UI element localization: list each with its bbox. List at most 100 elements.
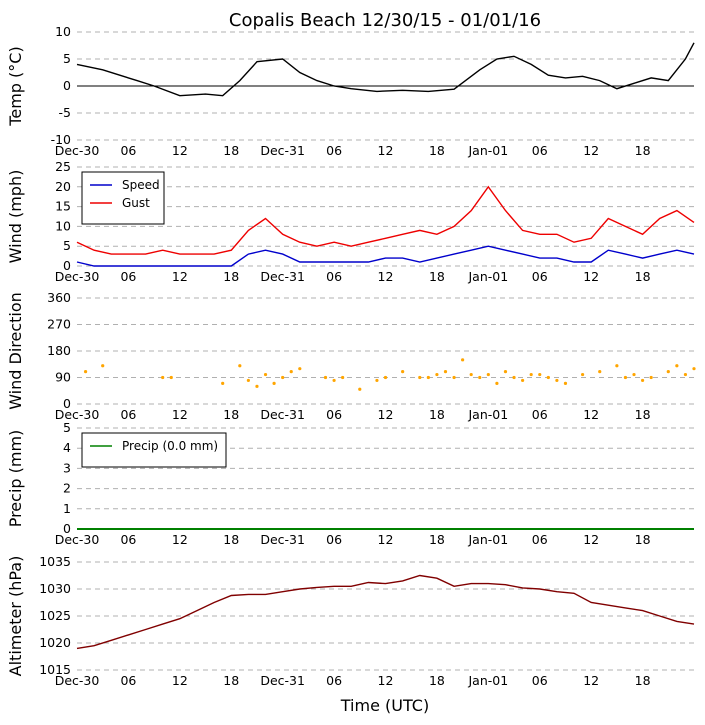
altimeter-xtick-label: 06 (120, 673, 136, 688)
altimeter-xtick-label: 12 (378, 673, 394, 688)
direction-point (692, 367, 696, 371)
direction-point (263, 372, 268, 377)
altimeter-ytick-label: 1035 (39, 554, 71, 569)
temp-series-line (76, 42, 695, 97)
temp-xtick-label: 18 (635, 143, 651, 158)
precip-xtick-label: 12 (172, 532, 188, 547)
chart-title: Copalis Beach 12/30/15 - 01/01/16 (229, 10, 541, 31)
direction-point (469, 372, 473, 377)
precip-xtick-label: 18 (429, 532, 445, 547)
direction-point (161, 375, 165, 380)
altimeter-xtick-label: Dec-31 (260, 673, 305, 688)
x-axis-label: Time (UTC) (340, 696, 429, 715)
temp-xtick-label: 06 (532, 143, 548, 158)
direction-xtick-label: 06 (532, 407, 548, 422)
direction-point (272, 381, 276, 385)
direction-point (666, 370, 670, 374)
temp-xtick-label: Jan-01 (467, 143, 508, 158)
temp-xtick-label: 12 (378, 143, 394, 158)
altimeter-xtick-label: Jan-01 (467, 673, 508, 688)
altimeter-series-line (76, 574, 695, 650)
direction-xtick-label: 06 (326, 407, 342, 422)
direction-point (435, 372, 439, 377)
direction-point (486, 372, 490, 377)
direction-ylabel: Wind Direction (6, 292, 25, 410)
temp-ylabel: Temp (°C) (6, 46, 25, 126)
temp-xtick-label: Dec-31 (260, 143, 305, 158)
direction-xtick-label: Dec-30 (55, 407, 100, 422)
altimeter-xtick-label: 06 (532, 673, 548, 688)
temp-xtick-label: 18 (429, 143, 445, 158)
direction-xtick-label: 18 (223, 407, 239, 422)
direction-point (555, 378, 559, 383)
temp-xtick-label: Dec-30 (55, 143, 100, 158)
direction-point (512, 375, 516, 380)
direction-xtick-label: 12 (583, 407, 599, 422)
direction-xtick-label: 06 (120, 407, 136, 422)
direction-point (289, 370, 293, 374)
direction-panel: 0 90 180 270 360 Dec-30 06 12 18 Dec-31 06 12 18 Jan-… (6, 290, 696, 422)
direction-point (478, 375, 482, 380)
wind-xtick-label: Dec-31 (260, 269, 305, 284)
precip-xtick-label: Dec-31 (260, 532, 305, 547)
direction-point (101, 364, 105, 368)
direction-point (580, 372, 585, 377)
wind-ytick-label: 0 (63, 258, 71, 273)
precip-ytick-label: 4 (63, 440, 71, 455)
wind-xtick-label: 18 (635, 269, 651, 284)
precip-xtick-label: 12 (583, 532, 599, 547)
direction-point (640, 378, 645, 383)
precip-xtick-label: 06 (120, 532, 136, 547)
direction-point (221, 381, 225, 385)
precip-xtick-label: 18 (223, 532, 239, 547)
direction-point (623, 375, 628, 380)
direction-point (332, 378, 336, 383)
direction-point (546, 375, 550, 380)
direction-point (538, 372, 542, 377)
wind-legend-entry: Speed (122, 178, 160, 192)
direction-point (375, 378, 379, 383)
wind-ytick-label: 15 (55, 199, 71, 214)
direction-ytick-label: 270 (47, 317, 71, 332)
direction-point (461, 358, 465, 362)
altimeter-ytick-label: 1015 (39, 662, 71, 677)
precip-ytick-label: 0 (63, 521, 71, 536)
wind-ytick-label: 5 (63, 238, 71, 253)
direction-point (503, 370, 508, 374)
temp-xtick-label: 06 (326, 143, 342, 158)
altimeter-ytick-label: 1025 (39, 608, 71, 623)
wind-xtick-label: 06 (120, 269, 136, 284)
wind-ytick-label: 10 (55, 218, 71, 233)
altimeter-xtick-label: 18 (635, 673, 651, 688)
wind-xtick-label: Jan-01 (467, 269, 508, 284)
direction-point (323, 375, 328, 380)
wind-ylabel: Wind (mph) (6, 170, 25, 264)
altimeter-xtick-label: Dec-30 (55, 673, 100, 688)
precip-xtick-label: Jan-01 (467, 532, 508, 547)
wind-xtick-label: 18 (429, 269, 445, 284)
temp-ytick-label: 10 (55, 24, 71, 39)
precip-ytick-label: 2 (63, 481, 71, 496)
precip-ytick-label: 1 (63, 501, 71, 516)
direction-point (598, 370, 602, 374)
temp-xtick-label: 18 (223, 143, 239, 158)
precip-xtick-label: 12 (378, 532, 394, 547)
temp-ytick-label: -10 (51, 132, 71, 147)
direction-point (452, 375, 456, 380)
altimeter-ylabel: Altimeter (hPa) (6, 556, 25, 677)
direction-point (563, 381, 568, 385)
direction-point (281, 375, 285, 380)
wind-xtick-label: 06 (326, 269, 342, 284)
temp-ytick-label: 5 (63, 51, 71, 66)
wind-series-line (76, 245, 695, 267)
wind-xtick-label: 06 (532, 269, 548, 284)
direction-point (298, 367, 302, 371)
altimeter-xtick-label: 18 (223, 673, 239, 688)
direction-point (683, 372, 688, 377)
precip-xtick-label: 06 (532, 532, 548, 547)
direction-ytick-label: 180 (47, 343, 71, 358)
temp-xtick-label: 12 (172, 143, 188, 158)
precip-ytick-label: 3 (63, 460, 71, 475)
